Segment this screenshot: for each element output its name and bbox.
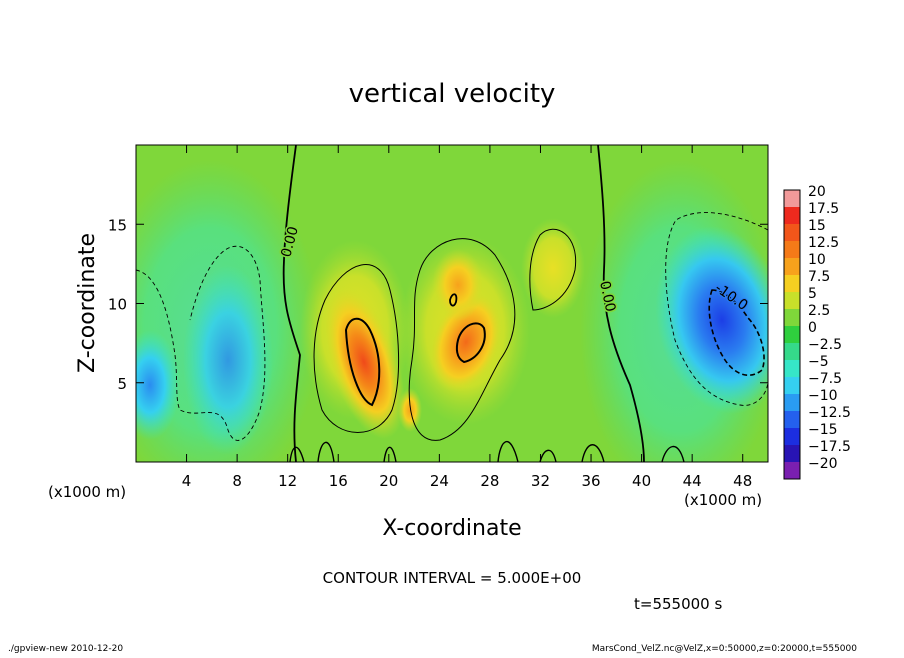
colorbar-label: 2.5 <box>808 303 830 319</box>
colorbar-swatch <box>784 411 800 428</box>
contour-surface-bumps <box>289 440 685 462</box>
colorbar-label: −20 <box>808 456 838 472</box>
contour-small-1 <box>449 293 458 307</box>
x-tick-label: 32 <box>531 472 550 490</box>
zero-contour-right <box>597 145 645 462</box>
colorbar-label: −2.5 <box>808 337 842 353</box>
y-tick-label: 5 <box>117 375 127 393</box>
colorbar-swatch <box>784 190 800 207</box>
colorbar-swatch <box>784 326 800 343</box>
colorbar-swatch <box>784 292 800 309</box>
contour-lines <box>136 145 768 462</box>
colorbar-swatch <box>784 360 800 377</box>
colorbar-swatch <box>784 394 800 411</box>
downdraft-left-edge <box>136 330 180 440</box>
x-tick-label: 8 <box>232 472 242 490</box>
zero-contour-left <box>282 145 301 462</box>
contour-max-2 <box>455 322 486 364</box>
downdraft-left <box>183 265 273 455</box>
colorbar-label: 5 <box>808 286 817 302</box>
colorbar-swatch <box>784 258 800 275</box>
x-axis-ticks: 4 8 12 16 20 24 28 32 36 40 44 48 <box>182 145 752 490</box>
time-label: t=555000 s <box>634 595 722 613</box>
x-unit-left: (x1000 m) <box>48 483 126 501</box>
colorbar-label: 20 <box>808 184 826 200</box>
colorbar-label: −7.5 <box>808 371 842 387</box>
x-tick-label: 4 <box>182 472 192 490</box>
colorbar-swatch <box>784 445 800 462</box>
x-tick-label: 44 <box>683 472 702 490</box>
downdraft-right <box>655 226 768 414</box>
colorbar-swatch <box>784 224 800 241</box>
x-tick-label: 28 <box>480 472 499 490</box>
colorbar-swatch <box>784 275 800 292</box>
colorbar-frame <box>783 189 801 480</box>
y-tick-label: 10 <box>108 296 127 314</box>
contour-dashed-left <box>136 245 266 441</box>
x-unit-right: (x1000 m) <box>684 491 762 509</box>
updraft-core-4 <box>398 388 422 432</box>
colorbar-label: −12.5 <box>808 405 851 421</box>
x-tick-label: 24 <box>430 472 449 490</box>
colorbar-label: −10 <box>808 388 838 404</box>
y-tick-label: 15 <box>108 216 127 234</box>
colorbar-swatch <box>784 377 800 394</box>
x-tick-label: 48 <box>733 472 752 490</box>
colorbar-label: −17.5 <box>808 439 851 455</box>
colorbar-swatch <box>784 207 800 224</box>
x-tick-label: 20 <box>379 472 398 490</box>
colorbar-label: −15 <box>808 422 838 438</box>
footer-right: MarsCond_VelZ.nc@VelZ,x=0:50000,z=0:2000… <box>592 644 857 654</box>
colorbar-label: 17.5 <box>808 201 839 217</box>
colorbar-swatch <box>784 428 800 445</box>
x-tick-label: 16 <box>329 472 348 490</box>
y-axis-ticks: 5 10 15 <box>108 216 768 393</box>
colorbar: 2017.51512.5107.552.50−2.5−5−7.5−10−12.5… <box>783 184 851 480</box>
footer-left: ./gpview-new 2010-12-20 <box>8 644 123 654</box>
x-tick-label: 40 <box>632 472 651 490</box>
x-axis-label: X-coordinate <box>382 516 521 541</box>
contour-max-1 <box>344 317 381 407</box>
x-tick-label: 36 <box>581 472 600 490</box>
colorbar-label: −5 <box>808 354 829 370</box>
colorbar-swatch <box>784 309 800 326</box>
colorbar-label: 0 <box>808 320 817 336</box>
contour-interval-text: CONTOUR INTERVAL = 5.000E+00 <box>323 569 582 587</box>
contour-dashed-right-inner <box>708 289 765 376</box>
colorbar-swatch <box>784 343 800 360</box>
field-yellow-top <box>521 218 585 318</box>
contour-updraft-2 <box>408 238 516 441</box>
contour-dashed-right <box>665 212 768 406</box>
colorbar-label: 15 <box>808 218 826 234</box>
colorbar-swatch <box>784 462 800 479</box>
colorbar-label: 10 <box>808 252 826 268</box>
x-tick-label: 12 <box>278 472 297 490</box>
chart-title: vertical velocity <box>349 79 556 109</box>
plot-area: 0.00 0.00 -10.0 <box>136 145 768 462</box>
colorbar-swatch <box>784 241 800 258</box>
updraft-core-3 <box>432 249 484 321</box>
colorbar-label: 7.5 <box>808 269 830 285</box>
y-axis-label: Z-coordinate <box>75 233 100 373</box>
updraft-core-1 <box>323 285 405 439</box>
contour-updraft-1 <box>313 264 400 433</box>
colorbar-label: 12.5 <box>808 235 839 251</box>
contour-top-right <box>529 228 577 311</box>
